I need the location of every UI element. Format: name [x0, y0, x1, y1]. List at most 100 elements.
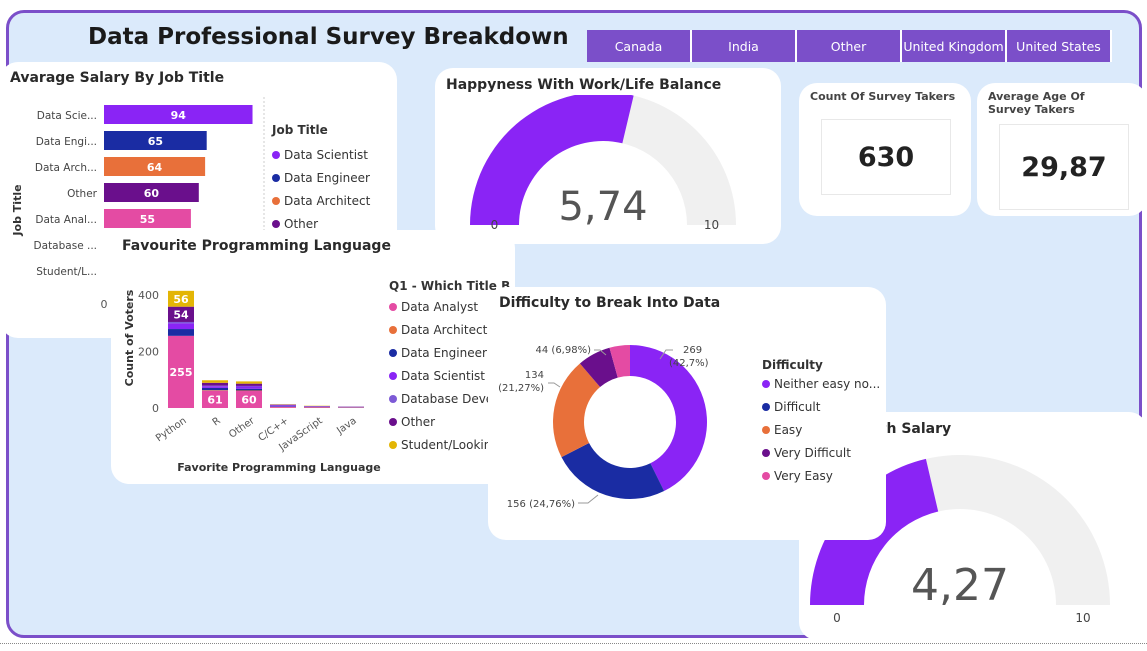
- language-legend: Q1 - Which Title B... Data Analyst Data …: [389, 279, 524, 456]
- salary-category-label: Data Anal...: [35, 214, 97, 226]
- language-legend-item[interactable]: Database Devel...: [389, 387, 524, 410]
- language-bar-segment: [270, 407, 296, 408]
- language-legend-item[interactable]: Data Analyst: [389, 295, 524, 318]
- salary-bar: [104, 157, 206, 176]
- salary-category-label: Other: [67, 188, 97, 200]
- difficulty-legend-title: Difficulty: [762, 358, 823, 372]
- language-bar-segment: [168, 290, 194, 307]
- salary-category-label: Student/L...: [36, 266, 97, 278]
- salary-legend-item[interactable]: Data Engineer: [272, 166, 370, 189]
- age-kpi-value: 29,87: [999, 124, 1129, 210]
- language-legend-item[interactable]: Data Architect: [389, 318, 524, 341]
- language-bar-segment: [168, 329, 194, 336]
- legend-dot-icon: [389, 325, 397, 334]
- salary-legend-item[interactable]: Data Scientist: [272, 143, 370, 166]
- gauge-value: 5,74: [558, 184, 647, 230]
- donut-data-label: 44 (6,98%): [536, 345, 592, 356]
- language-bar-segment: [202, 390, 228, 391]
- language-legend-item[interactable]: Student/Lookin...: [389, 433, 524, 456]
- language-bar-segment: [304, 407, 330, 408]
- language-bar-segment: [236, 386, 262, 389]
- legend-label: Data Scientist: [284, 147, 368, 162]
- donut-leader-line: [578, 494, 599, 504]
- gauge-max-label: 10: [1075, 611, 1090, 625]
- difficulty-legend-item[interactable]: Very Difficult: [762, 441, 880, 464]
- salary-category-label: Database ...: [34, 240, 97, 252]
- language-bar-segment: [168, 321, 194, 324]
- gauge-max-label: 10: [704, 218, 719, 232]
- gauge-min-label: 0: [491, 218, 499, 232]
- slicer-item-india[interactable]: India: [692, 30, 797, 62]
- language-bar-segment: [236, 383, 262, 386]
- slicer-item-united-states[interactable]: United States: [1007, 30, 1112, 62]
- legend-label: Other: [284, 216, 319, 231]
- count-kpi-card[interactable]: [799, 83, 971, 216]
- language-bar-segment: [202, 380, 228, 383]
- donut-data-label: (42,7%): [669, 358, 709, 369]
- difficulty-legend-item[interactable]: Neither easy no...: [762, 372, 880, 395]
- difficulty-title: Difficulty to Break Into Data: [499, 295, 721, 311]
- salary-bar: [104, 105, 253, 124]
- legend-label: Difficult: [774, 399, 821, 414]
- slicer-item-other[interactable]: Other: [797, 30, 902, 62]
- legend-label: Other: [401, 414, 436, 429]
- legend-label: Data Engineer: [284, 170, 370, 185]
- slicer-item-united-kingdom[interactable]: United Kingdom: [902, 30, 1007, 62]
- legend-label: Data Engineer: [401, 345, 487, 360]
- difficulty-legend-item[interactable]: Very Easy: [762, 464, 880, 487]
- salary-bar-label: 55: [140, 213, 155, 226]
- slicer-item-canada[interactable]: Canada: [587, 30, 692, 62]
- language-legend-item[interactable]: Data Scientist: [389, 364, 524, 387]
- legend-dot-icon: [762, 448, 770, 457]
- language-stacked-chart[interactable]: Count of Voters 0 200 400 255 54 56 Python 61 R 60…: [111, 260, 386, 482]
- difficulty-donut-chart[interactable]: 269 (42,7%) 156 (24,76%) 134 (21,27%) 44 (6,9…: [488, 315, 758, 537]
- language-legend-title: Q1 - Which Title B...: [389, 279, 524, 293]
- language-bar-segment: [236, 385, 262, 387]
- language-bar-segment: [270, 405, 296, 407]
- age-kpi-card[interactable]: [977, 83, 1147, 216]
- salary-bar-label: 65: [148, 135, 163, 148]
- language-bar-segment: [236, 388, 262, 391]
- happiness-title: Happyness With Work/Life Balance: [446, 77, 722, 93]
- salary-category-label: Data Arch...: [35, 162, 97, 174]
- salary-bar-chart[interactable]: Job Title Data Scie... 94 Data Engi... 65 Dat…: [0, 95, 270, 320]
- legend-label: Data Scientist: [401, 368, 485, 383]
- language-x-tick: R: [211, 415, 223, 428]
- language-y-tick: 200: [138, 345, 159, 358]
- legend-dot-icon: [762, 379, 770, 388]
- gauge-fill: [470, 95, 634, 225]
- legend-dot-icon: [389, 302, 397, 311]
- country-slicer[interactable]: Canada India Other United Kingdom United…: [587, 30, 1112, 62]
- difficulty-legend-item[interactable]: Difficult: [762, 395, 880, 418]
- language-bar-segment: [270, 404, 296, 406]
- legend-dot-icon: [762, 471, 770, 480]
- salary-satisfaction-title: ith Salary: [875, 421, 952, 437]
- language-bar-segment: [236, 381, 262, 384]
- language-x-tick: Other: [227, 415, 257, 441]
- legend-dot-icon: [272, 219, 280, 228]
- salary-chart-title: Avarage Salary By Job Title: [10, 70, 225, 86]
- language-legend-item[interactable]: Other: [389, 410, 524, 433]
- salary-legend-item[interactable]: Data Architect: [272, 189, 370, 212]
- legend-dot-icon: [272, 196, 280, 205]
- salary-bar-label: 64: [147, 161, 163, 174]
- language-bar-segment: [236, 390, 262, 392]
- legend-dot-icon: [272, 173, 280, 182]
- difficulty-legend-item[interactable]: Easy: [762, 418, 880, 441]
- language-data-label: 54: [173, 308, 189, 321]
- donut-slice: [630, 345, 707, 492]
- salary-x-tick: 0: [101, 298, 108, 311]
- donut-slice: [579, 347, 618, 388]
- donut-leader-line: [659, 349, 673, 360]
- gauge-min-label: 0: [833, 611, 841, 625]
- salary-legend-item[interactable]: Other: [272, 212, 370, 235]
- legend-label: Data Analyst: [401, 299, 479, 314]
- legend-dot-icon: [389, 348, 397, 357]
- language-data-label: 60: [241, 394, 257, 407]
- language-legend-item[interactable]: Data Engineer: [389, 341, 524, 364]
- language-bar-segment: [202, 386, 228, 388]
- language-bar-segment: [168, 335, 194, 408]
- legend-label: Neither easy no...: [774, 376, 881, 391]
- salary-legend-title: Job Title: [272, 123, 328, 137]
- donut-slice: [561, 442, 665, 499]
